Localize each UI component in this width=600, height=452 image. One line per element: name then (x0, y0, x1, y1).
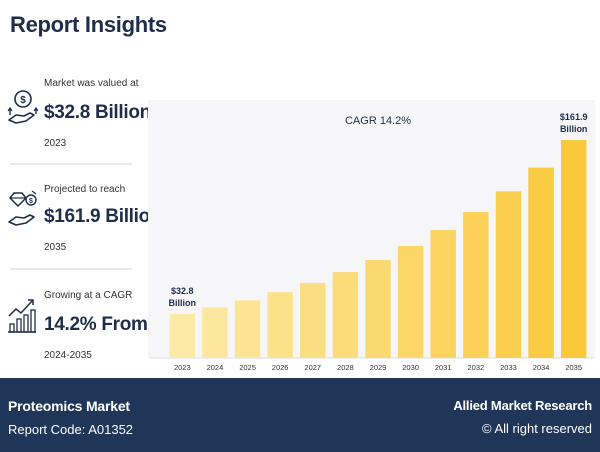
stat-cagr: Growing at a CAGR 14.2% From 2024-2035 (0, 274, 148, 374)
growth-chart-icon (8, 299, 36, 333)
data-label: $32.8 (171, 286, 194, 296)
x-tick-label: 2035 (565, 363, 582, 372)
chart-title: CAGR 14.2% (345, 115, 411, 127)
bar-2023 (169, 313, 196, 358)
x-tick-label: 2029 (370, 363, 387, 372)
bar-chart: CAGR 14.2% 2023 2024 2025 2026 2027 2028 2029 20… (150, 112, 594, 372)
footer-report-code: Report Code: A01352 (8, 422, 134, 437)
stat-value: 14.2% From (44, 314, 148, 335)
bar-2029 (365, 259, 391, 358)
x-tick-label: 2030 (402, 363, 419, 372)
x-tick-label: 2028 (337, 363, 354, 372)
bar-2030 (397, 245, 424, 358)
x-tick-label: 2026 (272, 363, 289, 372)
stat-label: Market was valued at (44, 78, 139, 89)
x-tick-label: 2033 (500, 363, 517, 372)
stat-projected-value: $ Projected to reach $161.9 Billion 2035 (0, 168, 162, 268)
bar-2033 (495, 191, 522, 358)
stat-label: Growing at a CAGR (44, 290, 133, 301)
svg-text:$: $ (29, 198, 33, 205)
stat-value: $161.9 Billion (44, 206, 162, 227)
page-title: Report Insights (10, 12, 167, 37)
x-tick-label: 2032 (468, 363, 485, 372)
svg-text:$: $ (20, 95, 26, 106)
stat-value: $32.8 Billion (44, 102, 151, 123)
x-tick-label: 2023 (174, 363, 191, 372)
data-label: Billion (560, 124, 588, 134)
x-tick-label: 2024 (207, 363, 224, 372)
bar-2027 (300, 282, 326, 358)
footer-rights: © All right reserved (481, 421, 592, 436)
bar-2024 (202, 307, 228, 358)
x-tick-label: 2027 (304, 363, 321, 372)
stat-year: 2035 (44, 242, 67, 253)
x-tick-label: 2025 (239, 363, 256, 372)
bar-2025 (234, 300, 261, 358)
money-hand-icon: $ (7, 90, 38, 124)
divider (10, 163, 132, 165)
bar-2028 (332, 272, 359, 358)
data-label: Billion (169, 298, 197, 308)
bar-2031 (430, 230, 456, 358)
footer-brand: Allied Market Research (453, 398, 592, 413)
stat-market-value: $ Market was valued at $32.8 Billion 202… (0, 62, 151, 162)
stat-year: 2024-2035 (44, 350, 92, 361)
divider (10, 268, 132, 270)
x-tick-label: 2031 (435, 363, 452, 372)
stat-label: Projected to reach (44, 184, 126, 195)
footer: Proteomics Market Report Code: A01352 Al… (0, 378, 600, 452)
x-tick-label: 2034 (533, 363, 550, 372)
bar-2035 (560, 140, 587, 358)
bar-2032 (463, 212, 489, 358)
stat-year: 2023 (44, 138, 67, 149)
diamond-hand-icon: $ (8, 190, 37, 226)
bar-2034 (528, 167, 554, 358)
bar-2026 (267, 292, 293, 358)
data-label: $161.9 (560, 112, 588, 122)
footer-market-name: Proteomics Market (8, 398, 130, 414)
